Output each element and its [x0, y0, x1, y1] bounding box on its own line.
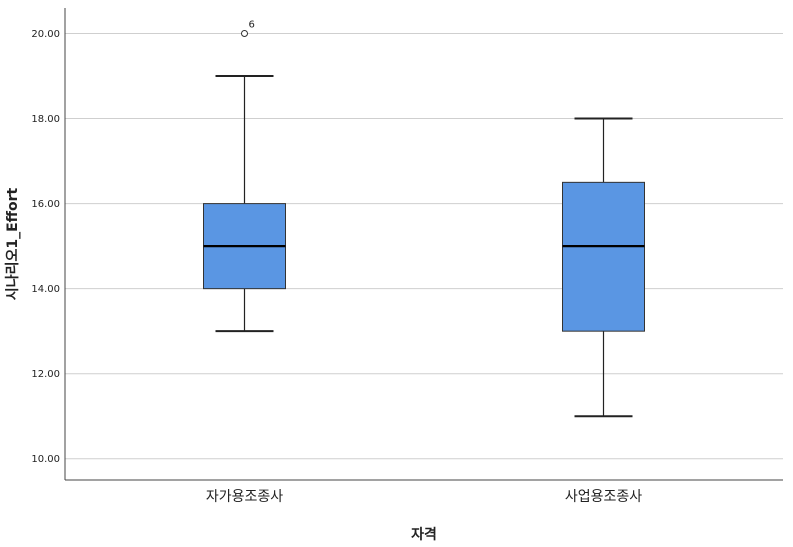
y-tick-labels: 10.00 12.00 14.00 16.00 18.00 20.00: [31, 29, 60, 465]
y-tick-label: 16.00: [31, 199, 60, 210]
y-tick-label: 18.00: [31, 114, 60, 125]
x-axis-title: 자격: [411, 526, 437, 543]
x-category-labels: 자가용조종사 사업용조종사: [206, 489, 642, 505]
iqr-box: [562, 181, 645, 332]
axes: [64, 8, 783, 481]
y-tick-label: 14.00: [31, 284, 60, 295]
x-category-label: 사업용조종사: [565, 489, 642, 505]
y-axis-title: 시나리오1_Effort: [5, 188, 21, 301]
outlier-point: [241, 30, 248, 38]
boxes: 6: [203, 20, 645, 418]
outlier-label: 6: [249, 20, 255, 31]
x-category-label: 자가용조종사: [206, 489, 283, 505]
gridlines: [65, 33, 783, 460]
box-1: 6: [203, 20, 286, 333]
y-tick-label: 10.00: [31, 454, 60, 465]
y-tick-label: 12.00: [31, 369, 60, 380]
y-tick-label: 20.00: [31, 29, 60, 40]
box-2: [562, 117, 645, 418]
